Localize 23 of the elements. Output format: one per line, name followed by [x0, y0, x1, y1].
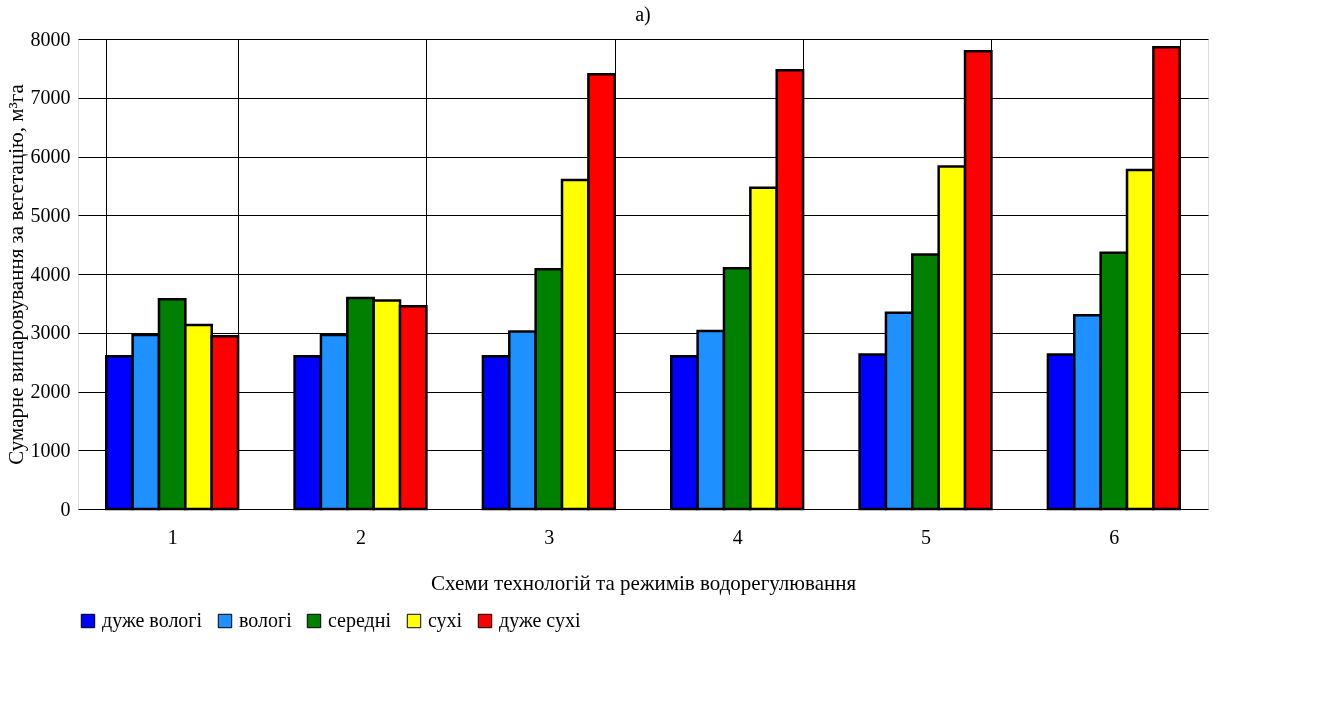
y-tick-label: 2000 — [30, 380, 71, 402]
legend-label: дуже вологі — [102, 609, 203, 632]
legend-label: вологі — [239, 609, 293, 631]
legend-label: дуже сухі — [499, 609, 581, 632]
y-tick-label: 4000 — [30, 262, 71, 285]
y-tick-label: 1000 — [30, 438, 71, 461]
x-tick-label: 3 — [544, 525, 555, 548]
legend-label: середні — [328, 609, 392, 632]
x-axis-title: Схеми технологій та режимів водорегулювання — [430, 570, 857, 595]
x-tick-label: 1 — [167, 525, 178, 548]
y-tick-label: 6000 — [30, 145, 71, 167]
y-tick-label: 8000 — [30, 27, 71, 50]
legend-label: сухі — [428, 609, 463, 632]
x-tick-label: 4 — [732, 525, 743, 548]
chart-title: а) — [635, 3, 651, 26]
x-tick-label: 5 — [921, 525, 931, 548]
x-tick-label: 6 — [1109, 525, 1120, 548]
y-tick-label: 5000 — [30, 203, 71, 226]
y-tick-label: 3000 — [30, 321, 71, 344]
x-tick-label: 2 — [356, 525, 366, 548]
y-tick-label: 0 — [60, 497, 71, 520]
y-tick-label: 7000 — [30, 86, 71, 109]
y-axis-title: Сумарне випаровування за вегетацію, м³га — [3, 83, 28, 465]
